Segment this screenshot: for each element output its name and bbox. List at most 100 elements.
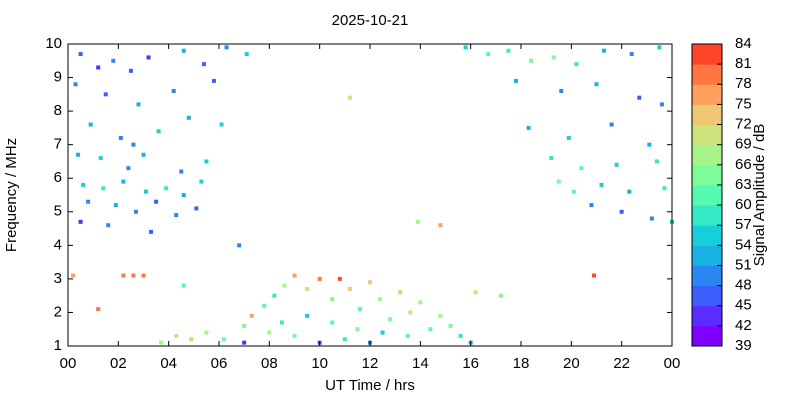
x-tick-label: 22: [613, 355, 630, 372]
colorbar-tick-label: 63: [735, 176, 752, 193]
data-point: [211, 78, 216, 83]
data-point: [242, 323, 247, 328]
data-point: [566, 135, 571, 140]
data-point: [526, 125, 531, 130]
data-point: [330, 297, 335, 302]
data-point: [78, 52, 83, 57]
data-point: [589, 203, 594, 208]
data-point: [415, 219, 420, 224]
colorbar-frame: [691, 43, 723, 347]
data-point: [141, 152, 146, 157]
data-point: [405, 333, 410, 338]
colorbar-tick-label: 69: [735, 136, 752, 153]
data-point: [438, 313, 443, 318]
colorbar-tick-label: 54: [735, 236, 752, 253]
data-point: [549, 156, 554, 161]
data-point: [242, 340, 247, 345]
data-point: [204, 159, 209, 164]
data-point: [438, 223, 443, 228]
data-point: [551, 55, 556, 60]
data-point: [136, 102, 141, 107]
y-tick-label: 1: [54, 337, 62, 354]
data-point: [649, 216, 654, 221]
x-axis-label: UT Time / hrs: [325, 377, 415, 394]
data-point: [305, 313, 310, 318]
colorbar-tick-label: 57: [735, 216, 752, 233]
data-point: [378, 297, 383, 302]
data-point: [571, 189, 576, 194]
data-point: [262, 303, 267, 308]
data-point: [244, 52, 249, 57]
colorbar-tick-label: 84: [735, 35, 752, 52]
colorbar-band: [692, 305, 722, 327]
data-point: [337, 276, 342, 281]
data-point: [86, 199, 91, 204]
data-point: [513, 78, 518, 83]
colorbar-band: [692, 64, 722, 85]
x-tick-label: 00: [60, 355, 77, 372]
colorbar-tick-label: 51: [735, 256, 752, 273]
data-point: [174, 333, 179, 338]
data-point: [662, 186, 667, 191]
data-point: [154, 199, 159, 204]
data-point: [113, 203, 118, 208]
colorbar-tick-label: 42: [735, 317, 752, 334]
data-point: [131, 273, 136, 278]
data-point: [272, 293, 277, 298]
data-point: [121, 273, 126, 278]
colorbar-label: Signal Amplitude / dB: [751, 124, 768, 267]
data-point: [121, 179, 126, 184]
data-point: [103, 92, 108, 97]
x-tick-label: 02: [110, 355, 127, 372]
data-point: [98, 156, 103, 161]
data-point: [199, 179, 204, 184]
data-point: [599, 182, 604, 187]
data-point: [201, 62, 206, 67]
data-point: [292, 273, 297, 278]
chart-title: 2025-10-21: [332, 12, 409, 29]
data-point: [317, 276, 322, 281]
data-point: [506, 48, 511, 53]
colorbar-tick-label: 66: [735, 156, 752, 173]
data-point: [659, 102, 664, 107]
data-point: [76, 152, 81, 157]
data-point: [81, 182, 86, 187]
data-point: [292, 333, 297, 338]
data-point: [579, 166, 584, 171]
data-point: [71, 273, 76, 278]
colorbar-band: [692, 225, 722, 246]
data-point: [380, 330, 385, 335]
data-point: [267, 330, 272, 335]
data-point: [96, 65, 101, 70]
y-tick-label: 7: [54, 136, 62, 153]
data-point: [594, 82, 599, 87]
data-point: [186, 115, 191, 120]
data-point: [619, 209, 624, 214]
data-point: [88, 122, 93, 127]
data-point: [574, 62, 579, 67]
data-point: [181, 283, 186, 288]
colorbar-band: [692, 265, 722, 287]
x-tick-label: 10: [311, 355, 328, 372]
data-point: [156, 129, 161, 134]
data-point: [347, 286, 352, 291]
data-point: [249, 313, 254, 318]
data-point: [164, 186, 169, 191]
colorbar-tick-label: 48: [735, 277, 752, 294]
data-point: [657, 45, 662, 50]
data-point: [128, 68, 133, 73]
data-point: [330, 320, 335, 325]
data-point: [368, 280, 372, 285]
data-point: [614, 162, 619, 167]
y-tick-label: 5: [54, 203, 62, 220]
x-tick-label: 18: [513, 355, 530, 372]
colorbar-tick-label: 75: [735, 95, 752, 112]
x-tick-label: 00: [664, 355, 681, 372]
data-point: [279, 320, 284, 325]
data-point: [149, 229, 154, 234]
colorbar-tick-label: 72: [735, 116, 752, 133]
data-point: [647, 142, 652, 147]
data-point: [133, 209, 138, 214]
data-point: [463, 45, 468, 50]
